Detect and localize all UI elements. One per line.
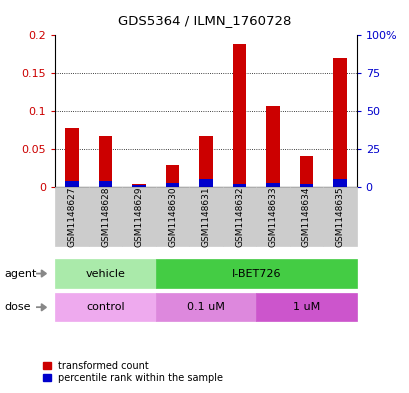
Bar xyxy=(65,129,79,187)
Legend: transformed count, percentile rank within the sample: transformed count, percentile rank withi… xyxy=(42,360,224,384)
Bar xyxy=(132,184,146,187)
Text: GSM1148631: GSM1148631 xyxy=(201,186,210,247)
Text: 0.1 uM: 0.1 uM xyxy=(187,302,225,312)
Text: vehicle: vehicle xyxy=(85,268,125,279)
Text: GDS5364 / ILMN_1760728: GDS5364 / ILMN_1760728 xyxy=(118,14,291,27)
Bar xyxy=(65,181,79,187)
Text: GSM1148632: GSM1148632 xyxy=(234,186,243,247)
Bar xyxy=(333,58,346,187)
Text: GSM1148635: GSM1148635 xyxy=(335,186,344,247)
Bar xyxy=(232,44,245,187)
Text: GSM1148633: GSM1148633 xyxy=(268,186,277,247)
Bar xyxy=(299,184,312,187)
Bar xyxy=(299,156,312,187)
Text: 1 uM: 1 uM xyxy=(292,302,319,312)
Bar xyxy=(165,165,179,187)
Text: GSM1148629: GSM1148629 xyxy=(134,186,143,247)
Bar xyxy=(265,106,279,187)
Bar xyxy=(99,182,112,187)
Text: GSM1148628: GSM1148628 xyxy=(101,186,110,247)
Text: dose: dose xyxy=(4,302,31,312)
Bar xyxy=(132,185,146,187)
Text: I-BET726: I-BET726 xyxy=(231,268,280,279)
Text: agent: agent xyxy=(4,268,36,279)
Text: GSM1148627: GSM1148627 xyxy=(67,186,76,247)
Text: GSM1148630: GSM1148630 xyxy=(168,186,177,247)
Bar xyxy=(199,136,212,187)
Text: GSM1148634: GSM1148634 xyxy=(301,186,310,247)
Bar xyxy=(165,183,179,187)
Bar xyxy=(333,179,346,187)
Bar xyxy=(265,183,279,187)
Bar xyxy=(199,179,212,187)
Bar xyxy=(232,184,245,187)
Bar xyxy=(99,136,112,187)
Text: control: control xyxy=(86,302,125,312)
